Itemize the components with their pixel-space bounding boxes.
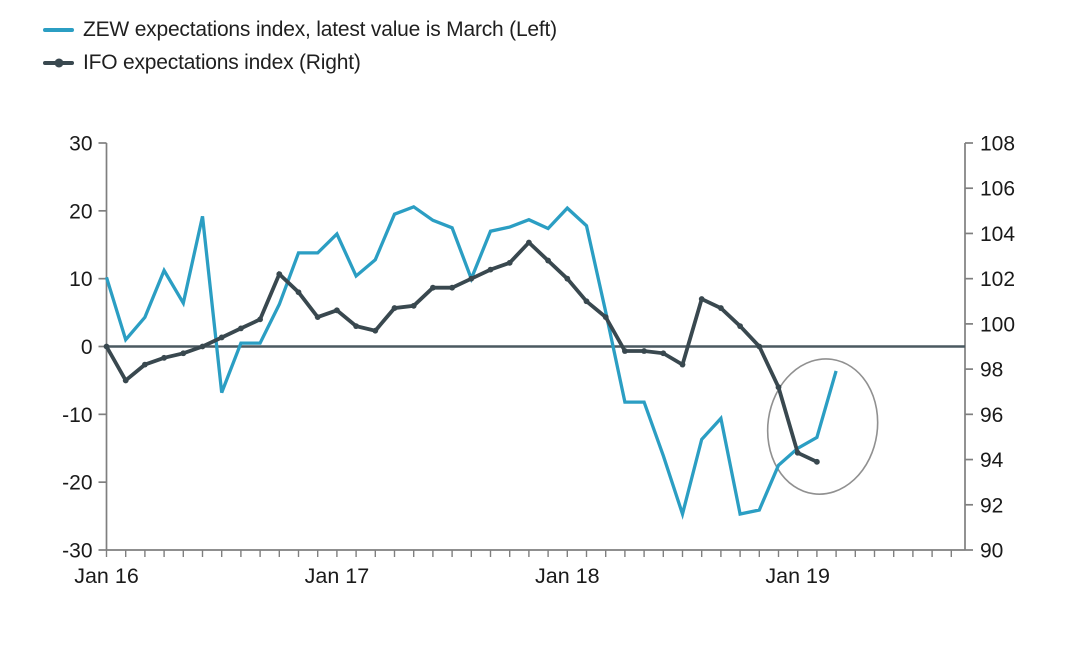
left-axis-tick-label: 10 — [69, 268, 92, 291]
left-axis-tick-label: -20 — [62, 472, 92, 495]
legend-label-ifo: IFO expectations index (Right) — [83, 50, 361, 74]
ifo-line-marker — [238, 325, 244, 332]
ifo-line-marker — [353, 323, 359, 330]
ifo-line-marker — [775, 384, 782, 391]
ifo-line-marker — [660, 350, 667, 357]
left-axis-tick-label: -10 — [62, 404, 92, 427]
ifo-line-marker — [737, 323, 743, 330]
x-axis-tick-label: Jan 18 — [535, 564, 600, 588]
ifo-line-marker — [622, 348, 628, 354]
right-axis-tick-label: 100 — [980, 313, 1015, 336]
ifo-line — [104, 239, 818, 464]
ifo-line-marker — [506, 259, 513, 266]
ifo-line-swatch — [43, 58, 74, 67]
ifo-line-marker — [199, 343, 206, 350]
ifo-line-marker — [257, 316, 263, 323]
ifo-line-marker — [314, 314, 321, 321]
right-axis-tick-label: 94 — [980, 449, 1004, 472]
right-axis-tick-label: 106 — [980, 178, 1015, 201]
ifo-line-marker — [449, 284, 455, 291]
left-axis-tick-label: 20 — [69, 200, 92, 223]
right-axis-tick-label: 92 — [980, 494, 1003, 517]
ifo-line-marker — [487, 266, 494, 273]
ifo-line-marker — [564, 275, 571, 282]
ifo-line-marker — [718, 305, 724, 311]
ifo-line-marker — [526, 239, 532, 246]
zew-line-swatch — [43, 27, 74, 32]
ifo-line-marker — [410, 302, 417, 309]
zew-line — [104, 204, 838, 520]
ifo-line-marker — [334, 307, 340, 314]
legend-label-zew: ZEW expectations index, latest value is … — [83, 17, 557, 41]
ifo-marker-dot — [54, 58, 63, 67]
left-axis-tick-label: 30 — [69, 133, 92, 156]
ifo-line-marker — [583, 298, 590, 305]
x-axis-tick-label: Jan 17 — [305, 564, 370, 588]
ifo-line-marker — [602, 314, 609, 321]
right-axis-tick-label: 108 — [980, 133, 1015, 156]
ifo-line-marker — [468, 275, 475, 282]
ifo-line-marker — [218, 334, 225, 341]
right-axis-tick-label: 96 — [980, 404, 1003, 427]
ifo-line-marker — [391, 305, 398, 311]
ifo-line-marker — [122, 377, 129, 384]
ifo-line-marker — [756, 343, 763, 350]
legend-item-zew: ZEW expectations index, latest value is … — [43, 17, 557, 42]
ifo-line-marker — [180, 350, 187, 357]
chart-legend: ZEW expectations index, latest value is … — [43, 17, 557, 75]
ifo-line-marker — [161, 354, 168, 361]
left-axis-tick-label: -30 — [62, 540, 92, 563]
ifo-line-marker — [545, 257, 551, 264]
right-axis-tick-label: 102 — [980, 268, 1015, 291]
ifo-line-marker — [276, 271, 283, 278]
left-axis-tick-label: 0 — [81, 336, 93, 359]
highlight-ellipse — [766, 358, 879, 495]
legend-item-ifo: IFO expectations index (Right) — [43, 50, 557, 75]
ifo-line-marker — [679, 361, 686, 368]
right-axis-tick-label: 90 — [980, 540, 1003, 563]
ifo-line-marker — [794, 449, 801, 456]
ifo-line-marker — [430, 284, 436, 291]
x-axis-tick-label: Jan 19 — [765, 564, 830, 588]
ifo-line-marker — [103, 343, 110, 350]
ifo-line-marker — [372, 327, 379, 334]
ifo-line-marker — [641, 348, 647, 354]
x-axis-tick-label: Jan 16 — [74, 564, 139, 588]
ifo-line-marker — [295, 289, 302, 296]
ifo-line-marker — [698, 296, 705, 302]
ifo-line-marker — [142, 361, 148, 368]
right-axis-tick-label: 98 — [980, 359, 1003, 382]
right-axis-tick-label: 104 — [980, 223, 1015, 246]
ifo-line-marker — [814, 458, 820, 465]
